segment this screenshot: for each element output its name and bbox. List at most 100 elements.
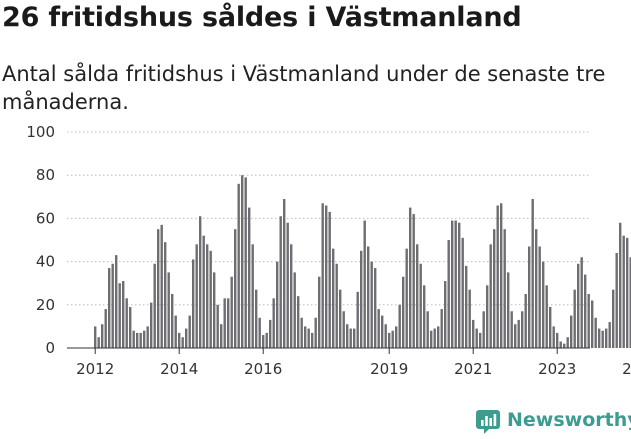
bar: [451, 220, 454, 348]
bar: [360, 250, 363, 348]
bar: [174, 315, 177, 348]
y-axis-tick-labels: 0 20 40 60 80 100: [26, 123, 55, 357]
bar: [297, 296, 300, 348]
bar: [125, 298, 128, 348]
bar: [489, 244, 492, 348]
bar: [150, 302, 153, 348]
bar: [542, 261, 545, 348]
bar: [171, 294, 174, 348]
bar: [619, 222, 622, 348]
bar: [143, 330, 146, 348]
bar: [248, 207, 251, 348]
bar: [276, 261, 279, 348]
bar: [486, 285, 489, 348]
bar: [213, 272, 216, 348]
bar: [346, 324, 349, 348]
bar: [181, 337, 184, 348]
bar: [321, 203, 324, 348]
bar: [269, 319, 272, 348]
bar: [559, 341, 562, 348]
bar: [234, 229, 237, 348]
bar: [108, 268, 111, 348]
bar: [405, 248, 408, 348]
x-axis-tick-labels: 2012 2014 2016 2019 2021 2023 2025: [76, 348, 631, 378]
bar: [402, 276, 405, 348]
bar: [209, 250, 212, 348]
bar: [612, 289, 615, 348]
bar: [507, 272, 510, 348]
bar: [517, 319, 520, 348]
brand-name: Newsworthy: [507, 409, 631, 431]
bar: [598, 328, 601, 348]
bar: [300, 317, 303, 348]
y-tick-label: 40: [36, 253, 55, 271]
bar: [115, 255, 118, 348]
bar-chart: 0 20 40 60 80 100 2012 2014 2016 2019 2021 2023 202…: [26, 123, 631, 378]
bar: [545, 285, 548, 348]
bar: [433, 328, 436, 348]
y-tick-label: 60: [36, 209, 55, 227]
bar: [101, 324, 104, 348]
bar: [594, 317, 597, 348]
x-tick-label: 2012: [76, 360, 114, 378]
bar: [573, 289, 576, 348]
bar: [430, 330, 433, 348]
bar: [318, 276, 321, 348]
bar: [440, 309, 443, 348]
bar: [349, 328, 352, 348]
bar: [356, 291, 359, 348]
chart-subtitle: Antal sålda fritidshus i Västmanland und…: [2, 62, 606, 114]
bar: [192, 259, 195, 348]
bar: [279, 216, 282, 348]
bar: [230, 276, 233, 348]
bar: [307, 328, 310, 348]
bar: [454, 220, 457, 348]
y-tick-label: 100: [26, 123, 55, 141]
bar: [342, 311, 345, 348]
bar: [584, 274, 587, 348]
x-tick-label: 2021: [454, 360, 492, 378]
bar: [223, 298, 226, 348]
bar: [335, 263, 338, 348]
bar: [437, 326, 440, 348]
bar: [521, 311, 524, 348]
bar: [251, 244, 254, 348]
bar: [458, 222, 461, 348]
bar: [111, 263, 114, 348]
bar: [290, 244, 293, 348]
bar: [615, 252, 618, 348]
bar: [97, 337, 100, 348]
bar: [577, 263, 580, 348]
bar: [444, 281, 447, 348]
bar: [391, 330, 394, 348]
bar: [465, 265, 468, 348]
bar: [388, 332, 391, 348]
bar: [622, 235, 625, 348]
bar: [304, 326, 307, 348]
bar: [482, 311, 485, 348]
bar: [556, 332, 559, 348]
bar: [395, 326, 398, 348]
bar: [202, 235, 205, 348]
bar: [220, 324, 223, 348]
bar: [195, 244, 198, 348]
bar: [367, 246, 370, 348]
bar: [601, 330, 604, 348]
bar: [255, 289, 258, 348]
bar: [262, 335, 265, 348]
bar: [538, 246, 541, 348]
bar: [314, 317, 317, 348]
newsworthy-logo-icon: [476, 410, 500, 434]
bar: [528, 246, 531, 348]
bar: [164, 242, 167, 348]
bar: [188, 315, 191, 348]
bar: [591, 300, 594, 348]
bar: [136, 332, 139, 348]
bar: [339, 289, 342, 348]
bar: [468, 289, 471, 348]
bar: [475, 328, 478, 348]
bar: [377, 309, 380, 348]
bar: [370, 261, 373, 348]
bar: [409, 207, 412, 348]
bar: [447, 240, 450, 348]
